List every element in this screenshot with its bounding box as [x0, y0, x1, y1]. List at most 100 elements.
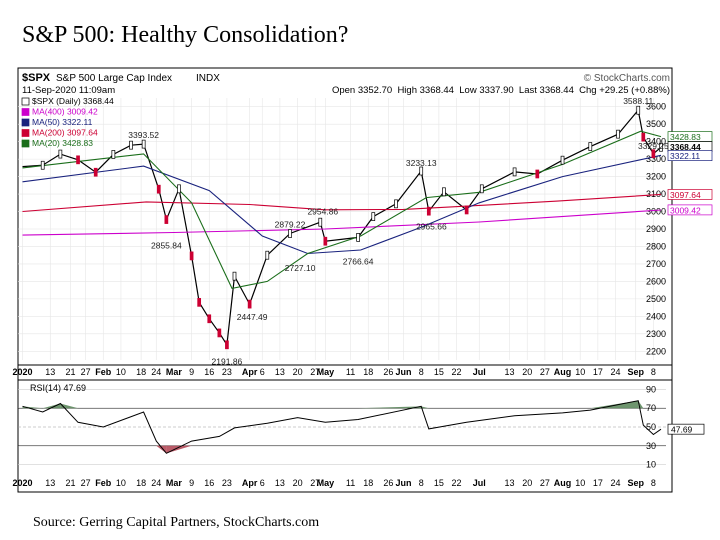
price-candle [464, 205, 469, 215]
price-candle [426, 206, 431, 216]
x-tick-label: 27 [310, 367, 320, 377]
price-candle [318, 217, 323, 227]
x-tick-label: 24 [151, 478, 161, 488]
x-tick-label: 20 [293, 367, 303, 377]
brand-label: © StockCharts.com [584, 73, 670, 84]
x-tick-label: 27 [540, 367, 550, 377]
x-tick-label: 27 [310, 478, 320, 488]
rsi-fill [156, 445, 167, 454]
x-tick-label: 10 [575, 367, 585, 377]
y-tick-label: 2400 [646, 311, 666, 321]
x-tick-label: 18 [363, 478, 373, 488]
x-tick-label: 27 [81, 367, 91, 377]
x-tick-label: 20 [522, 478, 532, 488]
price-candle [442, 187, 446, 197]
stock-chart: $SPX S&P 500 Large Cap Index INDX © Stoc… [13, 67, 713, 493]
price-candle [141, 139, 146, 149]
x-tick-label: Jun [396, 478, 412, 488]
price-annotation: 2447.49 [237, 312, 268, 322]
price-candle [189, 251, 194, 261]
price-candle [164, 215, 169, 224]
x-tick-label: 17 [593, 478, 603, 488]
price-candle [636, 105, 641, 115]
page-title: S&P 500: Healthy Consolidation? [22, 22, 349, 48]
price-candle [512, 167, 517, 177]
price-candle [58, 149, 63, 159]
price-panel: 2020 13 21 27 Feb 10 18 24 Mar 9 16 23 Apr 6 13 20 27May… [13, 96, 713, 377]
x-tick-label: 23 [222, 367, 232, 377]
rsi-line [22, 400, 662, 454]
x-tick-label: 6 [260, 478, 265, 488]
x-tick-label: 26 [383, 367, 393, 377]
y-tick-label: 3200 [646, 172, 666, 182]
rsi-tick-label: 90 [646, 384, 656, 394]
y-tick-label: 3500 [646, 119, 666, 129]
x-tick-label: Aug [554, 367, 572, 377]
x-tick-label: 9 [189, 478, 194, 488]
price-candle [197, 298, 202, 307]
x-tick-label: 21 [65, 478, 75, 488]
y-tick-label: 2300 [646, 329, 666, 339]
x-tick-label: 20 [522, 367, 532, 377]
y-tick-label: 3000 [646, 207, 666, 217]
price-tag: 3097.64 [670, 190, 701, 200]
rsi-fill [358, 406, 422, 409]
y-tick-label: 3300 [646, 154, 666, 164]
rsi-fill [421, 406, 429, 409]
x-tick-label: 13 [275, 478, 285, 488]
series-line [22, 130, 662, 290]
x-tick-label: 11 [346, 367, 355, 377]
x-tick-label: 15 [434, 478, 444, 488]
price-candle [93, 167, 98, 177]
price-candle [394, 199, 398, 209]
price-candle [247, 299, 252, 309]
rsi-label: RSI(14) 47.69 [30, 383, 86, 393]
rsi-tick-label: 10 [646, 460, 656, 470]
legend-label: MA(200) 3097.64 [32, 128, 98, 138]
series-line [22, 154, 662, 255]
price-candle [323, 236, 328, 246]
legend-label: MA(400) 3009.42 [32, 107, 98, 117]
price-annotation: 2965.66 [416, 222, 447, 232]
x-tick-label: 24 [611, 367, 621, 377]
price-candle [356, 233, 360, 242]
price-candle [560, 155, 565, 165]
legend-swatch [21, 108, 30, 116]
x-tick-label: 10 [575, 478, 585, 488]
rsi-fill [166, 445, 192, 454]
exchange: INDX [196, 73, 220, 84]
x-tick-label: 22 [452, 367, 462, 377]
price-tag: 3428.83 [670, 132, 701, 142]
legend-label: $SPX (Daily) 3368.44 [32, 96, 114, 106]
y-tick-label: 2800 [646, 241, 666, 251]
x-tick-label: 24 [611, 478, 621, 488]
rsi-tag-box [667, 423, 705, 435]
x-tick-label: 13 [45, 367, 55, 377]
price-candle [588, 142, 593, 151]
price-annotation: 2766.64 [343, 256, 374, 266]
x-tick-label: 8 [419, 367, 424, 377]
price-candle [129, 140, 133, 150]
y-tick-label: 2200 [646, 346, 666, 356]
x-tick-label: 27 [81, 478, 91, 488]
price-tag-box [667, 150, 713, 161]
y-tick-label: 2500 [646, 294, 666, 304]
rsi-panel: 2020 13 21 27 Feb 10 18 24 Mar 9 16 23 Apr 6 13 20 27May… [13, 379, 705, 488]
price-annotation: 2879.22 [275, 220, 306, 230]
x-tick-label: 27 [540, 478, 550, 488]
price-candle [76, 155, 80, 165]
price-candle [659, 142, 663, 152]
y-tick-label: 2600 [646, 276, 666, 286]
price-annotation: 2855.84 [151, 241, 182, 251]
x-tick-label: 17 [593, 367, 603, 377]
price-candle [371, 212, 376, 221]
x-tick-label: 10 [116, 367, 126, 377]
legend-swatch [21, 97, 30, 106]
series-line [22, 193, 662, 213]
price-annotation: 2191.86 [212, 357, 243, 367]
x-tick-label: Sep [627, 367, 644, 377]
price-tag: 3368.44 [670, 142, 701, 152]
price-candle [225, 340, 229, 350]
x-tick-label: 20 [293, 478, 303, 488]
